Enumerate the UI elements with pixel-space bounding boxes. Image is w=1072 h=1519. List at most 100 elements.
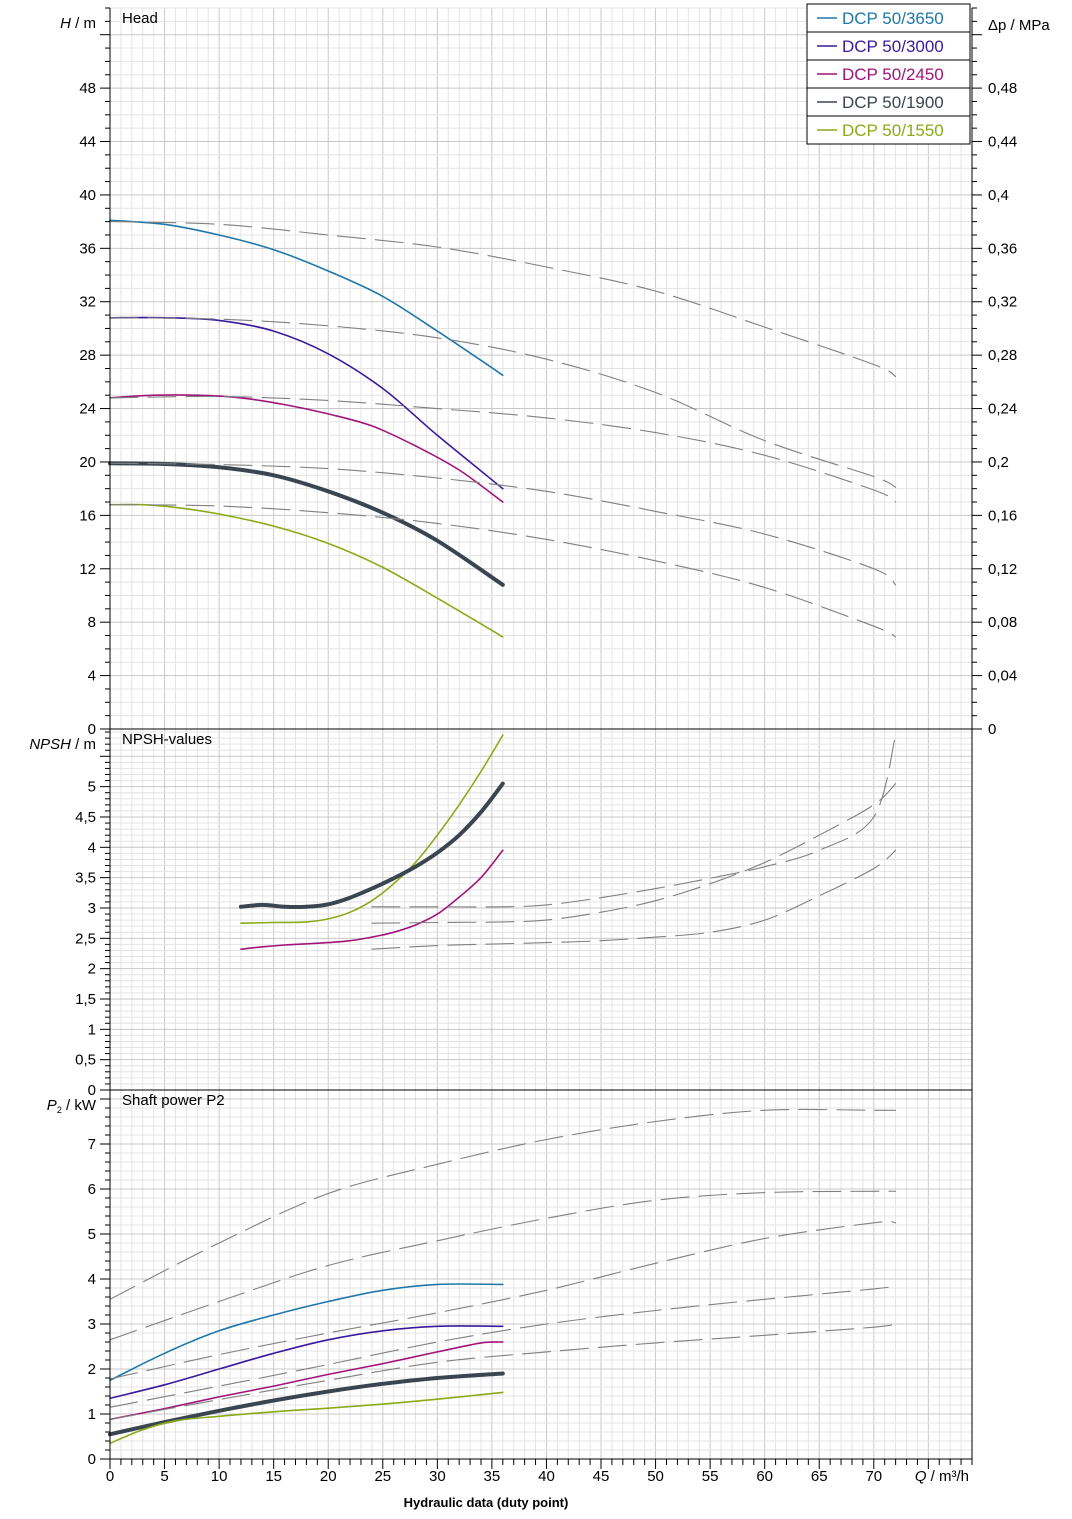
y2-tick-label: 0,44 (988, 134, 1017, 151)
y-tick-label: 28 (79, 347, 96, 364)
y2-tick-label: 0,36 (988, 240, 1017, 257)
x-tick-label: 35 (484, 1468, 501, 1485)
dashed-curve-npsh-3 (371, 783, 897, 924)
x-tick-label: 60 (756, 1468, 773, 1485)
y-axis-label: H / m (60, 15, 96, 32)
curve-head-2 (109, 394, 504, 503)
y-tick-label: 0 (88, 1451, 96, 1468)
dashed-curve-head-5 (109, 221, 897, 378)
y2-tick-label: 0,08 (988, 614, 1017, 631)
y-tick-label: 40 (79, 187, 96, 204)
y-tick-label: 1,5 (75, 991, 96, 1008)
y-axis-unit: / m (71, 736, 96, 753)
x-tick-label: 65 (811, 1468, 828, 1485)
x-tick-label: 30 (429, 1468, 446, 1485)
dashed-curve-head-9 (109, 504, 897, 638)
y2-tick-label: 0,4 (988, 187, 1009, 204)
y-axis-symbol: P (47, 1097, 57, 1114)
label-layer: 0481216202428323640444800,040,080,120,16… (29, 10, 1050, 1510)
y-tick-label: 16 (79, 507, 96, 524)
x-axis-label: Q / m³/h (915, 1468, 969, 1485)
y-tick-label: 0,5 (75, 1052, 96, 1069)
panel-title: NPSH-values (122, 731, 212, 748)
dashed-curve-power-9 (109, 1323, 897, 1420)
x-tick-label: 10 (211, 1468, 228, 1485)
y-tick-label: 1 (88, 1406, 96, 1423)
x-tick-label: 40 (538, 1468, 555, 1485)
y2-tick-label: 0,48 (988, 80, 1017, 97)
y2-tick-label: 0,12 (988, 561, 1017, 578)
y-axis-symbol: NPSH (29, 736, 71, 753)
y-tick-label: 4 (88, 668, 96, 685)
y2-tick-label: 0,24 (988, 401, 1017, 418)
y2-tick-label: 0,16 (988, 507, 1017, 524)
curve-power-1 (109, 1325, 504, 1400)
y-tick-label: 5 (88, 1226, 96, 1243)
curve-npsh-1 (238, 781, 505, 910)
legend-entry-label: DCP 50/1550 (842, 121, 944, 140)
y-tick-label: 0 (88, 1082, 96, 1099)
y-axis-subscript: 2 (57, 1105, 62, 1115)
x-axis-unit: / m³/h (926, 1468, 969, 1485)
panel-title: Shaft power P2 (122, 1092, 225, 1109)
curve-head-0 (109, 219, 504, 376)
y-tick-label: 48 (79, 80, 96, 97)
y-axis-symbol: H (60, 15, 71, 32)
dashed-curve-power-6 (109, 1190, 897, 1341)
curve-npsh-0 (240, 734, 504, 924)
x-tick-label: 20 (320, 1468, 337, 1485)
y-tick-label: 1 (88, 1021, 96, 1038)
legend-entry-label: DCP 50/2450 (842, 65, 944, 84)
legend: DCP 50/3650 DCP 50/3000 DCP 50/2450 DCP 50/… (806, 3, 971, 145)
y-tick-label: 3,5 (75, 870, 96, 887)
curve-power-2 (109, 1341, 504, 1421)
y-tick-label: 8 (88, 614, 96, 631)
y-tick-label: 24 (79, 401, 96, 418)
y-axis-label: P2 / kW (47, 1097, 97, 1115)
y2-tick-label: 0,2 (988, 454, 1009, 471)
y-tick-label: 2,5 (75, 930, 96, 947)
y-tick-label: 12 (79, 561, 96, 578)
curve-power-4 (109, 1391, 504, 1445)
y-axis-label: NPSH / m (29, 736, 96, 753)
curve-power-3 (108, 1371, 505, 1437)
dashed-curve-head-7 (109, 395, 897, 503)
dashed-curve-power-7 (109, 1221, 897, 1380)
legend-entry-label: DCP 50/1900 (842, 93, 944, 112)
y2-tick-label: 0 (988, 721, 996, 738)
y-tick-label: 3 (88, 900, 96, 917)
y-axis-unit: / m (71, 15, 96, 32)
y2-axis-unit: / MPa (1006, 17, 1050, 34)
x-tick-label: 45 (593, 1468, 610, 1485)
x-tick-label: 55 (702, 1468, 719, 1485)
y-tick-label: 3 (88, 1316, 96, 1333)
x-axis-symbol: Q (915, 1468, 927, 1485)
y-tick-label: 20 (79, 454, 96, 471)
y-tick-label: 4,5 (75, 809, 96, 826)
x-tick-label: 0 (106, 1468, 114, 1485)
x-tick-label: 70 (865, 1468, 882, 1485)
y-tick-label: 36 (79, 240, 96, 257)
curve-npsh-2 (240, 849, 504, 950)
curve-power-0 (109, 1283, 504, 1382)
y2-axis-label: Δp / MPa (988, 17, 1050, 34)
dashed-curve-head-8 (109, 462, 897, 586)
dashed-curve-head-6 (109, 317, 897, 488)
y2-tick-label: 0,04 (988, 668, 1017, 685)
x-tick-label: 25 (374, 1468, 391, 1485)
x-tick-label: 50 (647, 1468, 664, 1485)
legend-entry-label: DCP 50/3650 (842, 9, 944, 28)
legend-entry-label: DCP 50/3000 (842, 37, 944, 56)
footer-label: Hydraulic data (duty point) (404, 1495, 569, 1510)
y-tick-label: 2 (88, 961, 96, 978)
y-tick-label: 32 (79, 294, 96, 311)
y-tick-label: 6 (88, 1181, 96, 1198)
dashed-curve-power-5 (109, 1108, 897, 1300)
dashed-curve-power-8 (109, 1285, 897, 1408)
frame-layer (100, 7, 982, 1469)
y-tick-label: 2 (88, 1361, 96, 1378)
y-tick-label: 44 (79, 134, 96, 151)
x-tick-label: 5 (160, 1468, 168, 1485)
y2-tick-label: 0,28 (988, 347, 1017, 364)
y-axis-unit: / kW (62, 1097, 97, 1114)
